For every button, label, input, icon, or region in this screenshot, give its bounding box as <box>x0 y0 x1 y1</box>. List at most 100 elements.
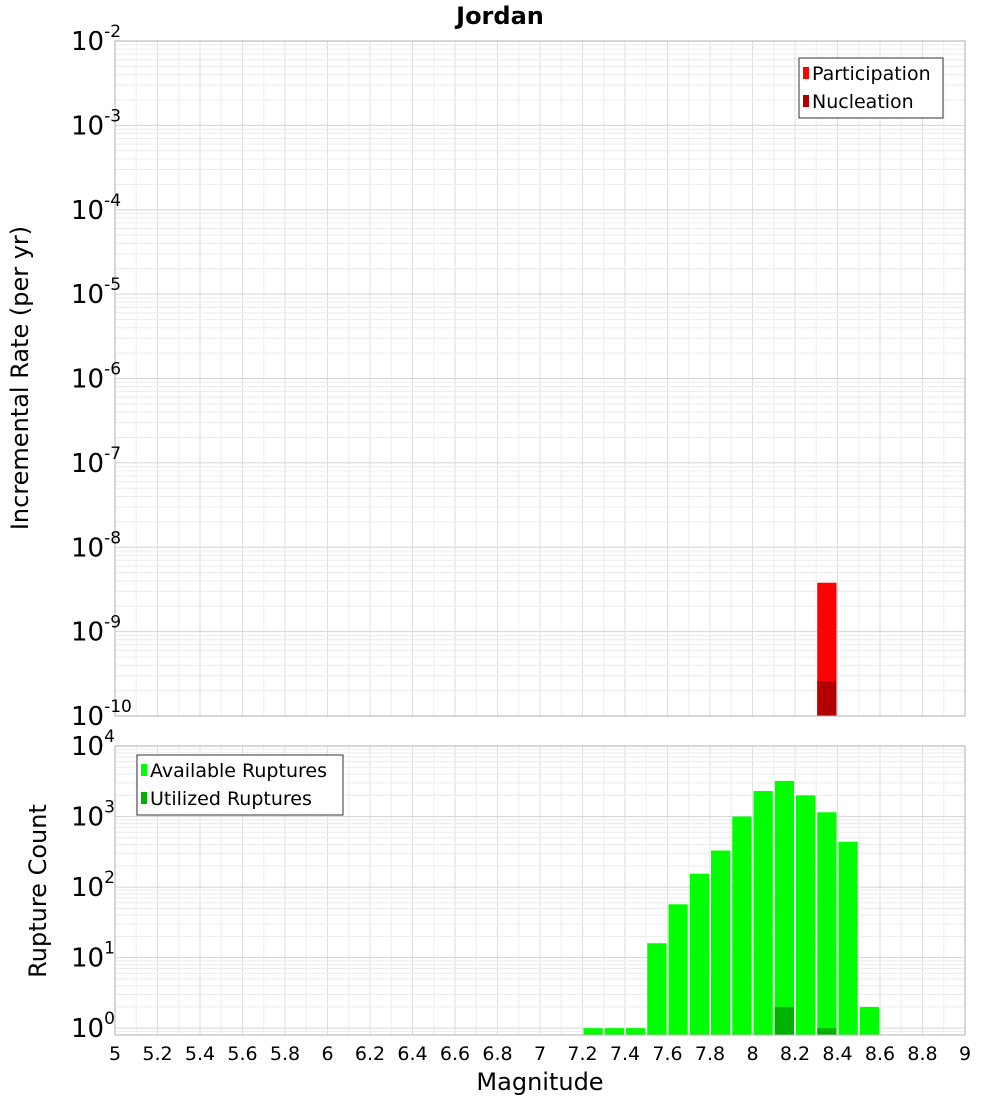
x-tick-label: 5 <box>109 1043 121 1065</box>
y-tick-base: 10 <box>71 280 104 310</box>
y-tick-label: 101 <box>71 939 115 974</box>
y-tick-label: 10-7 <box>71 444 121 479</box>
y-axis-label: Rupture Count <box>24 804 52 978</box>
x-tick-label: 7.8 <box>695 1043 725 1065</box>
bar <box>838 841 858 1035</box>
bar <box>817 680 837 716</box>
y-tick-label: 102 <box>71 868 115 903</box>
y-axis-label: Incremental Rate (per yr) <box>6 226 34 530</box>
y-tick-label: 104 <box>71 727 115 762</box>
y-tick-base: 10 <box>71 449 104 479</box>
y-tick-label: 10-6 <box>71 360 121 395</box>
y-tick-base: 10 <box>71 944 104 974</box>
x-axis-label: Magnitude <box>476 1068 603 1096</box>
series-utilized-ruptures <box>774 1006 837 1035</box>
x-tick-label: 8.2 <box>780 1043 810 1065</box>
legend-swatch <box>803 95 809 107</box>
x-tick-label: 7.4 <box>610 1043 640 1065</box>
legend: Participation Nucleation <box>798 57 944 119</box>
y-tick-label: 10-10 <box>71 697 132 732</box>
series-available-ruptures <box>583 780 879 1035</box>
x-tick-label: 6.4 <box>397 1043 427 1065</box>
y-tick-label: 10-3 <box>71 106 121 141</box>
x-tick-label: 5.4 <box>185 1043 215 1065</box>
y-tick-base: 10 <box>71 873 104 903</box>
x-tick-label: 7.6 <box>652 1043 682 1065</box>
top-panel: 10-210-310-410-510-610-710-810-910-10Inc… <box>6 22 966 732</box>
bar <box>583 1028 603 1035</box>
legend-box <box>798 57 944 119</box>
bar <box>647 943 667 1035</box>
y-tick-base: 10 <box>71 111 104 141</box>
series-nucleation <box>817 680 837 716</box>
x-tick-label: 7.2 <box>567 1043 597 1065</box>
gridlines <box>114 40 966 717</box>
bar <box>796 795 816 1035</box>
bar <box>626 1028 646 1035</box>
y-tick-exponent: -2 <box>104 22 121 42</box>
y-tick-base: 10 <box>71 702 104 732</box>
x-tick-label: 5.2 <box>142 1043 172 1065</box>
y-tick-exponent: 3 <box>104 798 115 818</box>
x-tick-label: 6.2 <box>355 1043 385 1065</box>
y-tick-label: 10-5 <box>71 275 121 310</box>
y-tick-label: 103 <box>71 798 115 833</box>
bar <box>732 816 752 1035</box>
legend-swatch <box>141 792 147 804</box>
x-tick-label: 5.8 <box>270 1043 300 1065</box>
x-tick-label: 5.6 <box>227 1043 257 1065</box>
y-tick-label: 10-4 <box>71 191 121 226</box>
bar <box>711 850 731 1035</box>
x-tick-label: 6.8 <box>482 1043 512 1065</box>
y-tick-exponent: -9 <box>104 613 121 633</box>
y-tick-exponent: -4 <box>104 191 121 211</box>
legend-swatch <box>803 67 809 79</box>
y-tick-exponent: -5 <box>104 275 121 295</box>
plot-frame <box>114 40 966 717</box>
legend-label: Utilized Ruptures <box>150 788 312 810</box>
x-tick-label: 6 <box>321 1043 333 1065</box>
y-tick-base: 10 <box>71 533 104 563</box>
y-tick-label: 10-9 <box>71 613 121 648</box>
y-tick-base: 10 <box>71 196 104 226</box>
x-tick-label: 8 <box>746 1043 758 1065</box>
x-tick-label: 8.4 <box>822 1043 852 1065</box>
y-tick-base: 10 <box>71 365 104 395</box>
y-tick-exponent: -8 <box>104 528 121 548</box>
y-tick-exponent: -3 <box>104 106 121 126</box>
x-tick-label: 6.6 <box>440 1043 470 1065</box>
legend-swatch <box>141 764 147 776</box>
x-tick-label: 7 <box>534 1043 546 1065</box>
plot-frame <box>114 745 966 1036</box>
bar <box>859 1006 879 1035</box>
legend: Available Ruptures Utilized Ruptures <box>136 754 344 816</box>
y-tick-exponent: -6 <box>104 360 121 380</box>
gridlines <box>114 745 966 1036</box>
chart-title: Jordan <box>454 2 544 30</box>
x-tick-label: 8.8 <box>907 1043 937 1065</box>
x-tick-label: 9 <box>959 1043 971 1065</box>
y-tick-label: 100 <box>71 1009 115 1044</box>
legend-label: Available Ruptures <box>150 760 327 782</box>
bar <box>604 1028 624 1035</box>
y-tick-label: 10-2 <box>71 22 121 57</box>
y-tick-exponent: 4 <box>104 727 115 747</box>
bar <box>817 812 837 1035</box>
bar <box>689 873 709 1035</box>
y-tick-base: 10 <box>71 618 104 648</box>
bar <box>774 780 794 1035</box>
y-tick-base: 10 <box>71 27 104 57</box>
y-tick-exponent: -7 <box>104 444 121 464</box>
legend-label: Nucleation <box>812 91 914 113</box>
legend-box <box>136 754 344 816</box>
y-tick-base: 10 <box>71 1014 104 1044</box>
bar <box>774 1006 794 1035</box>
bar <box>668 904 688 1035</box>
bar <box>753 791 773 1035</box>
bar <box>817 1028 837 1035</box>
y-tick-exponent: 2 <box>104 868 115 888</box>
y-tick-label: 10-8 <box>71 528 121 563</box>
